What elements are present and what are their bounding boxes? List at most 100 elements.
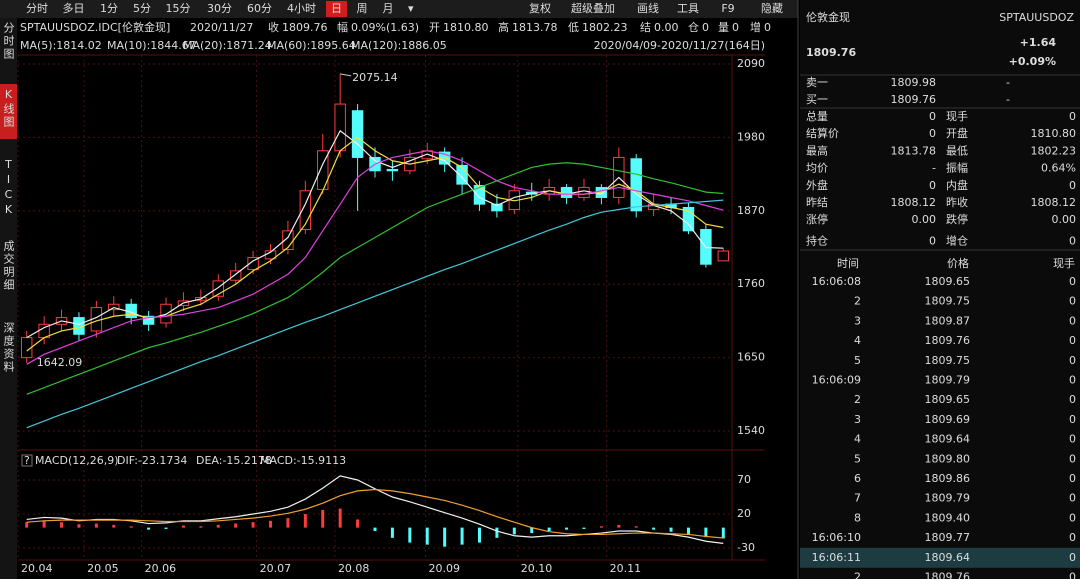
candle-body [682,206,695,232]
period-button[interactable]: 月 [383,2,394,15]
trade-price: 1809.64 [925,433,971,446]
side-tab[interactable]: 深度资料 [2,322,15,374]
trade-volume: 0 [1069,433,1076,446]
change-pct: +0.09% [1009,55,1056,68]
tool-button[interactable]: 超级叠加 [571,1,615,15]
stat-value: 0 [1069,179,1076,192]
help-icon[interactable] [21,454,33,467]
tool-button[interactable]: 画线 [637,1,659,15]
trade-time: 4 [854,334,861,347]
side-tab-active [0,84,17,139]
side-tab[interactable]: TICK [2,158,15,218]
x-tick-label: 20.06 [145,562,177,575]
macd-bar [112,524,116,528]
macd-bar [60,522,64,528]
macd-bar [565,527,569,530]
trade-time: 8 [854,511,861,524]
candle-body [299,190,312,231]
period-button[interactable]: 日 [331,2,342,15]
macd-bar [390,527,394,538]
low-annotation: 1642.09 [37,356,83,369]
stat-value: 0 [1069,110,1076,123]
candle-body [578,186,590,198]
macd-bar [582,527,586,529]
candle-body [351,110,364,158]
candle-body [456,164,468,185]
period-button[interactable]: 30分 [207,2,232,15]
side-tab[interactable]: 分时图 [2,22,15,61]
stat-label: 最高 [806,143,828,157]
annotation-pointer [340,73,352,77]
x-tick-label: 20.04 [21,562,53,575]
trade-volume: 0 [1069,393,1076,406]
dropdown-arrow[interactable]: ▾ [408,2,414,15]
trade-header: 现手 [1053,256,1075,270]
info-value: 1802.23 [582,21,628,34]
stat-value: 1810.80 [1031,127,1077,140]
tool-button[interactable]: 复权 [529,1,551,15]
stat-label: 内盘 [946,178,968,192]
period-button[interactable]: 分时 [26,2,48,15]
side-tab[interactable]: K线图 [2,88,15,129]
macd-bar [721,527,725,539]
instrument-code: SPTAUUSDOZ [999,11,1074,24]
trade-volume: 0 [1069,275,1076,288]
candle-body [142,315,155,325]
macd-bar [373,527,377,532]
tool-button[interactable]: 工具 [677,2,699,15]
info-value: 1810.80 [443,21,489,34]
period-button[interactable]: 4小时 [287,2,316,15]
book-label: 卖一 [806,76,828,89]
period-button[interactable]: 多日 [63,1,85,15]
side-tab[interactable]: 成交明细 [2,240,15,292]
stat-label: 涨停 [806,212,828,226]
stat-label: 昨收 [946,195,968,209]
trade-time: 6 [854,472,861,485]
period-button[interactable]: 60分 [247,2,272,15]
trade-time: 3 [854,413,861,426]
trade-volume: 0 [1069,413,1076,426]
macd-label: MACD:-15.9113 [260,454,346,467]
period-button[interactable]: 周 [357,2,368,15]
info-value: 1813.78 [512,21,558,34]
y-tick-label: 1650 [737,351,765,364]
trade-price: 1809.87 [925,314,971,327]
macd-bar [234,523,238,528]
macd-bar [199,526,203,528]
stat-label: 持仓 [806,233,828,247]
trade-time: 3 [854,314,861,327]
candle-body [717,250,730,262]
info-label: 幅 [337,21,348,34]
ma-legend: MA(120):1886.05 [351,39,447,52]
candle-body [386,168,399,172]
macd-bar [42,520,46,528]
candle-body [229,270,242,281]
y-tick-label: 20 [737,507,751,520]
info-label: 增 [750,20,761,34]
period-button[interactable]: 15分 [166,2,191,15]
trade-volume: 0 [1069,334,1076,347]
trade-price: 1809.64 [925,551,971,564]
tool-button[interactable]: F9 [721,2,734,15]
trade-volume: 0 [1069,511,1076,524]
stat-label: 最低 [946,144,968,157]
trade-price: 1809.76 [925,571,971,579]
macd-bar [425,527,429,545]
trade-volume: 0 [1069,571,1076,579]
change: +1.64 [1020,36,1057,49]
info-label: 收 [268,20,279,34]
ma-legend: MA(10):1844.67 [107,39,196,52]
selected-row [800,547,1080,568]
macd-bar [617,524,621,528]
tool-button[interactable]: 隐藏 [761,2,783,15]
period-button[interactable]: 1分 [100,2,118,15]
trade-volume: 0 [1069,314,1076,327]
macd-bar [147,527,151,530]
period-button[interactable]: 5分 [133,2,151,15]
macd-label: DIF:-23.1734 [117,454,187,467]
trade-header: 价格 [947,256,969,270]
date: 2020/11/27 [190,21,253,34]
macd-bar [495,527,499,538]
x-tick-label: 20.09 [429,562,461,575]
